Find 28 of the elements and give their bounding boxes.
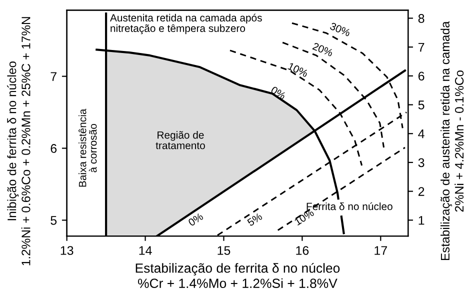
y-tick-label: 6 [50, 144, 57, 153]
y2-tick-label: 2 [418, 187, 424, 196]
y2-tick-label: 4 [418, 130, 424, 138]
annotation: Austenita retida na camada após nitretação e têmpera subzero [110, 14, 262, 34]
annotation: Região de tratamento [156, 131, 205, 150]
y-tick-label: 5 [50, 216, 57, 225]
annotation: 0% [188, 212, 204, 226]
annotation: Baixa resistência à corrosão [78, 108, 97, 187]
annotation: 20% [312, 42, 334, 57]
annotation: 5% [246, 212, 263, 226]
y-tick-label: 7 [50, 72, 56, 81]
x-tick-label: 17 [374, 246, 387, 255]
x-tick-label: 13 [60, 246, 74, 255]
annotation: 10% [288, 62, 309, 78]
x-tick-label: 15 [218, 246, 230, 255]
y2-tick-label: 8 [418, 14, 424, 23]
annotation: Ferrita δ no núcleo [306, 202, 392, 210]
y2-tick-label: 1 [418, 216, 424, 225]
y2-tick-label: 7 [418, 42, 424, 52]
y-axis-title: Inibição de ferrita δ no núcleo 1.2%Ni + 0.6%Co + 0.2%Mn + 25%C + 17%N [7, 17, 30, 266]
y2-tick-label: 6 [418, 72, 424, 81]
y2-axis-title: Estabilização de austenita retida na camada 2%Ni + 4.2%Mn - 0.1%Co [440, 21, 464, 260]
y2-tick-label: 5 [418, 100, 424, 110]
annotation: 30% [330, 22, 351, 37]
x-tick-label: 16 [296, 246, 309, 255]
x-tick-label: 14 [139, 246, 152, 255]
y2-tick-label: 3 [418, 158, 424, 168]
x-axis-title: Estabilização de ferrita δ no núcleo %Cr + 1.4%Mo + 1.2%Si + 1.8%V [136, 262, 340, 288]
